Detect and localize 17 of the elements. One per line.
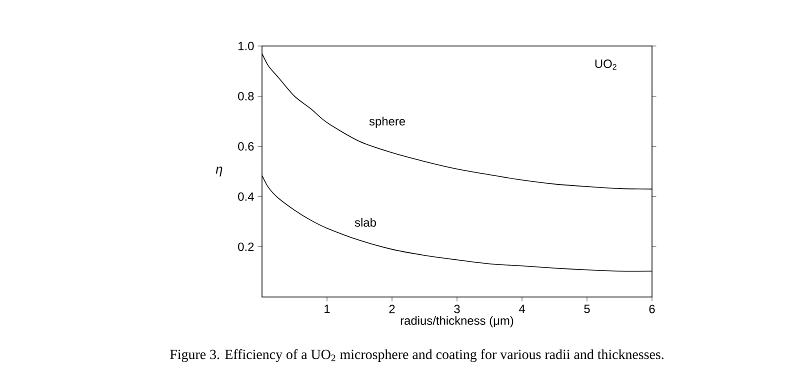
y-axis-title: η <box>216 166 222 176</box>
x-tick-label: 4 <box>518 304 525 313</box>
x-tick-label: 5 <box>584 304 590 314</box>
y-tick-label: 0.8 <box>238 92 254 100</box>
x-tick-label: 3 <box>454 304 460 314</box>
caption: Figure 3. Efficiency of a UO$_{2}$ microsphere and coating for various radii and thicknesses. <box>170 349 664 362</box>
y-tick-label: 0.4 <box>238 192 254 201</box>
annotation: UO$_{2}$ <box>595 60 616 70</box>
x-tick-label: 2 <box>389 304 395 314</box>
y-tick-label: 1.0 <box>238 42 254 50</box>
x-tick-label: 1 <box>324 304 330 313</box>
series-label: sphere <box>369 116 406 128</box>
x-tick-label: 6 <box>649 304 655 314</box>
series-label: slab <box>354 218 376 227</box>
y-tick-label: 0.6 <box>238 142 254 151</box>
x-axis-title: radius/thickness (μm) <box>400 316 514 328</box>
y-tick-label: 0.2 <box>238 242 254 252</box>
